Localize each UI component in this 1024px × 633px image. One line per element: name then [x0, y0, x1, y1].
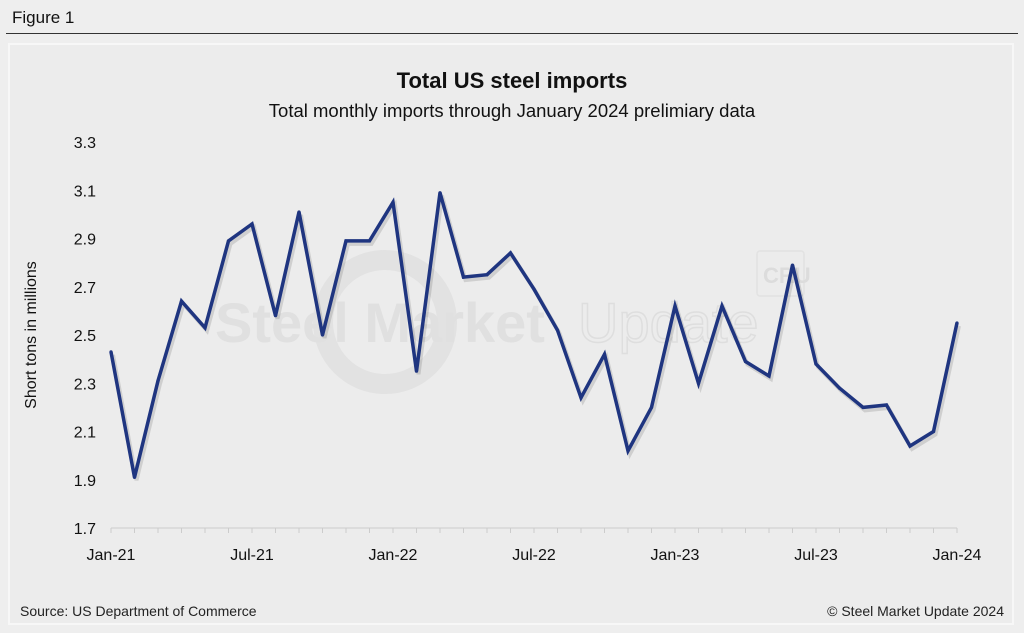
watermark-logo-ring: [313, 250, 457, 394]
x-axis: Jan-21 Jul-21 Jan-22 Jul-22 Jan-23 Jul-23 Jan-…: [87, 527, 982, 564]
figure-label: Figure 1: [12, 8, 75, 27]
data-point: [861, 405, 865, 409]
data-point: [203, 326, 207, 330]
copyright-note: © Steel Market Update 2024: [827, 603, 1004, 619]
data-point: [532, 287, 536, 291]
data-point: [461, 275, 466, 279]
source-note: Source: US Department of Commerce: [20, 603, 257, 619]
y-tick-label: 1.9: [74, 473, 96, 490]
data-point: [884, 403, 889, 407]
series-layer: [109, 191, 961, 481]
data-point: [649, 405, 654, 409]
chart-subtitle: Total monthly imports through January 20…: [269, 100, 756, 121]
data-point: [955, 321, 959, 325]
chart-title: Total US steel imports: [397, 68, 628, 93]
data-point: [273, 314, 278, 318]
data-point: [579, 396, 583, 400]
data-point: [767, 374, 771, 378]
data-point: [696, 381, 701, 385]
data-point: [485, 273, 489, 277]
figure-divider: [6, 33, 1018, 34]
data-point: [226, 239, 231, 243]
data-point: [367, 239, 372, 243]
data-point: [391, 200, 395, 204]
x-tick-label: Jul-22: [512, 547, 556, 564]
y-tick-label: 2.5: [74, 328, 96, 345]
data-point: [790, 263, 795, 267]
data-point: [109, 350, 113, 354]
watermark-badge: [756, 250, 805, 297]
x-tick-label: Jul-21: [230, 547, 274, 564]
y-tick-label: 1.7: [74, 521, 96, 538]
data-point: [414, 369, 419, 373]
data-point: [297, 210, 301, 214]
data-point: [344, 239, 348, 243]
data-point: [156, 379, 160, 383]
data-point: [743, 359, 748, 364]
y-tick-label: 3.1: [74, 183, 96, 200]
y-tick-label: 3.3: [74, 135, 96, 152]
data-point: [931, 429, 936, 434]
data-point: [626, 449, 630, 453]
y-tick-label: 2.1: [74, 425, 96, 442]
data-point: [438, 191, 442, 195]
y-axis-label: Short tons in millions: [23, 261, 40, 409]
data-point: [814, 362, 818, 366]
y-tick-label: 2.7: [74, 280, 96, 297]
x-tick-label: Jan-23: [651, 547, 700, 564]
x-tick-label: Jan-24: [933, 547, 982, 564]
x-tick-label: Jan-21: [87, 547, 136, 564]
data-point: [508, 251, 513, 255]
data-point: [320, 333, 325, 337]
data-point: [132, 475, 137, 479]
data-point: [837, 386, 842, 390]
x-tick-label: Jan-22: [369, 547, 418, 564]
y-axis-ticks: 3.3 3.1 2.9 2.7 2.5 2.3 2.1 1.9 1.7: [74, 135, 96, 538]
data-point: [720, 304, 724, 308]
data-point: [250, 222, 254, 226]
x-tick-label: Jul-23: [794, 547, 838, 564]
watermark-bold-text: Steel Market: [215, 291, 545, 354]
data-point: [555, 328, 560, 332]
data-point: [179, 299, 184, 303]
data-point: [673, 304, 677, 308]
y-tick-label: 2.9: [74, 232, 96, 249]
data-point: [602, 352, 607, 356]
data-point: [908, 444, 912, 448]
y-tick-label: 2.3: [74, 376, 96, 393]
